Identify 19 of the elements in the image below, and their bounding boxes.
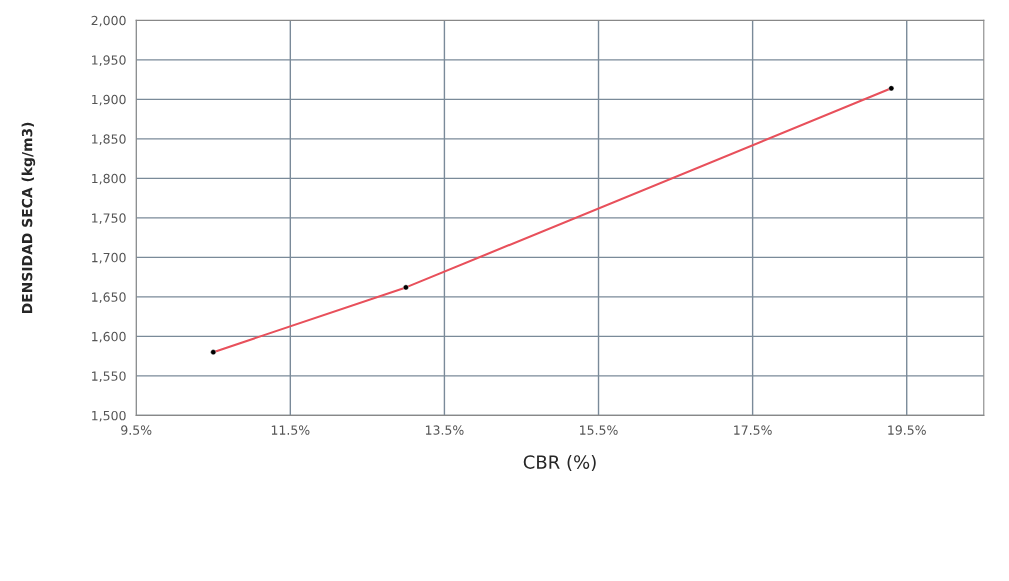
y-tick-label: 1,900 — [92, 94, 126, 106]
y-tick-label: 1,850 — [92, 134, 126, 146]
x-tick-label: 15.5% — [580, 425, 618, 435]
y-tick-label: 1,800 — [92, 173, 126, 185]
y-tick-label: 1,550 — [92, 371, 126, 383]
y-tick-label: 1,700 — [92, 252, 126, 264]
y-tick-label: 1,500 — [92, 410, 126, 422]
y-tick-label: 1,950 — [92, 55, 126, 67]
x-tick-label: 19.5% — [888, 425, 926, 435]
x-axis-title: CBR (%) — [523, 454, 596, 472]
x-tick-label: 9.5% — [121, 425, 152, 435]
x-tick-label: 17.5% — [734, 425, 772, 435]
x-tick-label: 13.5% — [425, 425, 464, 435]
y-tick-label: 1,650 — [92, 292, 126, 304]
y-tick-label: 1,600 — [92, 331, 126, 343]
y-tick-label: 1,750 — [92, 213, 126, 225]
y-tick-label: 2,000 — [91, 15, 126, 27]
x-tick-label: 11.5% — [271, 425, 310, 435]
y-axis-title: DENSIDAD SECA (kg/m3) — [21, 122, 36, 313]
